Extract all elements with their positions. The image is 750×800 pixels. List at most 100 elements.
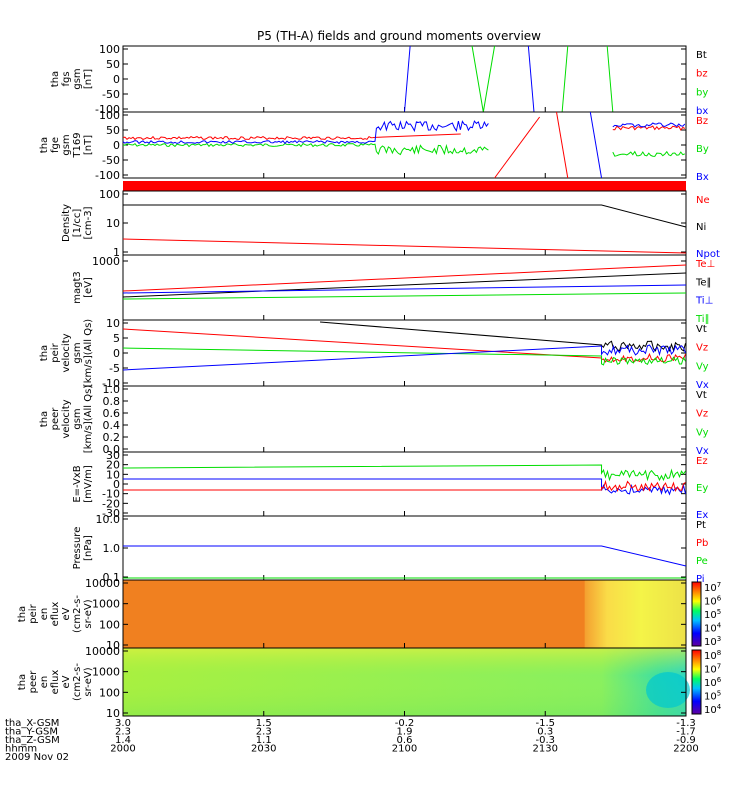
y-axis-label: tha — [50, 71, 61, 87]
y-tick-label: 0.0 — [103, 443, 121, 456]
y-axis-label: gsm — [72, 342, 83, 363]
y-axis-label: fge — [50, 137, 61, 153]
y-axis-label: sr-eV) — [83, 599, 94, 628]
y-axis-label: peer — [28, 670, 39, 694]
legend-Vt: Vt — [696, 324, 707, 335]
y-axis-label: [1/cc] — [72, 209, 83, 238]
trace-Bz-end — [612, 125, 686, 131]
axis-row-value: -0.2 — [395, 718, 415, 729]
trace-Vt — [320, 321, 686, 353]
legend-Vy: Vy — [696, 427, 709, 438]
y-axis-label: (cm2-s- — [72, 663, 83, 701]
panel-frame — [122, 190, 687, 256]
y-tick-label: 0 — [113, 73, 120, 86]
y-axis-label: [eV] — [83, 277, 94, 298]
legend-Pi: Pi — [696, 574, 705, 585]
trace-By-end — [612, 150, 685, 157]
panel-pressure: 10.0 1.0 0.1 Pressure [nPa] Pt Pb Pe Pi — [72, 513, 708, 585]
y-tick-label: 10000 — [85, 577, 120, 590]
y-axis-label: velocity — [61, 399, 72, 438]
y-tick-label: 100 — [99, 686, 120, 699]
trace-Ey — [122, 464, 686, 482]
colorbar-label: 106 — [704, 595, 722, 608]
legend-Ti⊥: Ti⊥ — [695, 296, 713, 307]
y-axis-label: peer — [50, 407, 61, 431]
axis-row-label: tha_Z-GSM — [5, 735, 60, 746]
legend-Npot: Npot — [696, 249, 720, 260]
colorbar-label: 108 — [704, 649, 721, 662]
y-tick-label: 0.4 — [103, 419, 121, 432]
trace-Ez — [123, 479, 686, 493]
y-tick-label: 0 — [113, 139, 120, 152]
axis-row-value: -1.3 — [676, 718, 696, 729]
axis-row-label: hhmm — [5, 744, 37, 755]
y-tick-label: 10 — [106, 317, 120, 330]
axis-row-value: 3.0 — [115, 718, 131, 729]
legend-Ni: Ni — [696, 222, 706, 233]
axis-row-label: tha_X-GSM — [5, 718, 59, 729]
spectrogram-peer-blob — [646, 672, 690, 708]
bottom-axis: tha_X-GSM 3.0 1.5 -0.2 -1.5 -1.3 tha_Y-GSM 2.3 2… — [5, 718, 699, 763]
y-tick-label: 0.6 — [103, 407, 121, 420]
y-tick-label: 100 — [99, 109, 120, 122]
colorbar-label: 107 — [704, 663, 721, 676]
colorbar-label: 106 — [704, 676, 722, 689]
axis-row-value: 2.3 — [256, 727, 272, 738]
trace-Pi — [123, 545, 687, 567]
y-tick-label: 1.0 — [103, 542, 121, 555]
legend-Ne: Ne — [696, 195, 710, 206]
axis-row-value: 1.5 — [256, 718, 272, 729]
y-tick-label: -50 — [102, 154, 120, 167]
y-axis-label: gsm — [61, 134, 72, 155]
panel-density: 100 10 1 Density [1/cc] [cm-3] Ne Ni Npot — [61, 188, 720, 260]
axis-row-value: 2030 — [251, 744, 276, 755]
colorbar-rect — [691, 649, 702, 715]
y-tick-label: 100 — [99, 188, 120, 201]
trace-Ne — [122, 238, 687, 254]
y-axis-label: velocity — [61, 333, 72, 372]
legend-Ey: Ey — [696, 483, 708, 494]
y-tick-label: 1 — [113, 246, 120, 259]
y-tick-label: 10 — [106, 639, 120, 652]
y-tick-label: 30 — [106, 449, 120, 462]
trace-Te-perp — [122, 264, 687, 292]
y-axis-label: Pressure — [72, 527, 83, 570]
legend-Vy: Vy — [696, 361, 709, 372]
panel-frame — [122, 45, 687, 113]
legend-Vz: Vz — [696, 409, 708, 420]
y-axis-label: peir — [28, 603, 39, 623]
panel-peerspec: 10000 1000 100 10 tha peer en eflux eV (cm2-s-sr-… — [17, 645, 690, 720]
y-tick-label: 100 — [99, 43, 120, 56]
panel-temp: 1000 magt3 [eV] Te⊥ Te∥ Ti⊥ Ti∥ — [72, 254, 715, 325]
trace-By — [122, 142, 489, 156]
y-axis-label: Density — [61, 204, 72, 242]
y-axis-label: en — [39, 608, 50, 621]
legend-Vx: Vx — [696, 446, 709, 457]
axis-row-value: 1.4 — [115, 735, 131, 746]
axis-row-value: 2100 — [392, 744, 417, 755]
y-axis-label: tha — [17, 674, 28, 690]
date-label: 2009 Nov 02 — [5, 752, 69, 763]
trace-Bz-jump — [494, 116, 541, 179]
y-axis-label: tha — [39, 411, 50, 427]
y-axis-label: magt3 — [72, 271, 83, 304]
axis-row-value: -1.7 — [676, 727, 696, 738]
y-axis-label: eV — [61, 607, 72, 620]
y-axis-label: eflux — [50, 602, 61, 627]
y-axis-label: fgs — [61, 71, 72, 86]
y-tick-label: 5 — [113, 332, 120, 345]
spectrogram-peir — [123, 580, 686, 648]
y-axis-label: [km/s](All Qs) — [83, 385, 94, 453]
colorbar-label: 104 — [704, 703, 722, 716]
y-axis-label: sr-eV) — [83, 667, 94, 696]
y-tick-label: -100 — [95, 103, 120, 116]
legend-Ti∥: Ti∥ — [695, 314, 710, 325]
y-tick-label: 20 — [106, 459, 120, 472]
trace-Ti-par — [122, 292, 687, 300]
y-axis-label: (cm2-s- — [72, 595, 83, 633]
legend-Bt: Bt — [696, 50, 707, 61]
legend-bx: bx — [696, 106, 708, 117]
trace-Vy — [122, 347, 686, 366]
